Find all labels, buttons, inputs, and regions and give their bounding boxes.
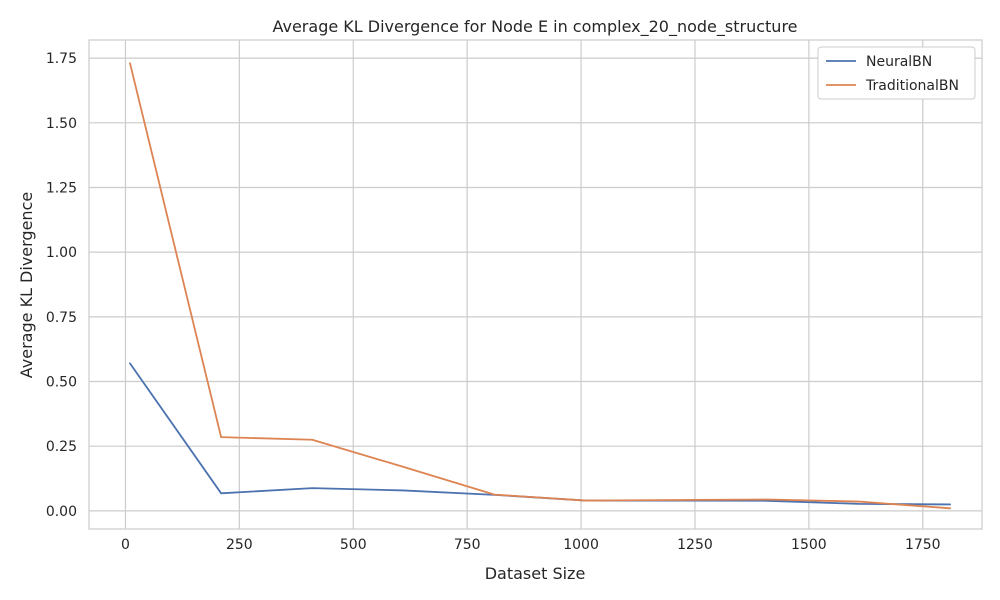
series-line-traditionalbn [129, 62, 952, 510]
y-tick-label: 1.25 [46, 180, 77, 196]
series-line-neuralbn [129, 362, 952, 506]
x-tick-label: 250 [226, 537, 253, 553]
x-tick-label: 1000 [563, 537, 599, 553]
y-tick-label: 0.00 [46, 504, 77, 520]
y-tick-label: 0.75 [46, 310, 77, 326]
series-lines [129, 62, 952, 510]
y-axis-label: Average KL Divergence [17, 192, 36, 378]
y-tick-label: 1.00 [46, 245, 77, 261]
y-tick-label: 1.50 [46, 116, 77, 132]
legend-label-neuralbn: NeuralBN [866, 54, 932, 70]
y-axis-ticks: 0.00 0.25 0.50 0.75 1.00 1.25 1.50 1.75 [46, 51, 77, 520]
x-tick-label: 750 [454, 537, 481, 553]
x-tick-label: 1750 [905, 537, 941, 553]
x-tick-label: 0 [121, 537, 130, 553]
y-tick-label: 0.50 [46, 375, 77, 391]
x-tick-label: 1250 [677, 537, 713, 553]
y-tick-label: 1.75 [46, 51, 77, 67]
chart-title: Average KL Divergence for Node E in comp… [272, 17, 797, 37]
x-axis-ticks: 0 250 500 750 1000 1250 1500 1750 [121, 537, 941, 553]
plot-frame [88, 39, 983, 530]
x-tick-label: 1500 [791, 537, 827, 553]
legend-box [817, 46, 976, 100]
x-axis-label: Dataset Size [485, 564, 586, 583]
legend: NeuralBN TraditionalBN [817, 46, 976, 100]
y-tick-label: 0.25 [46, 439, 77, 455]
grid-lines [89, 40, 982, 529]
x-tick-label: 500 [340, 537, 367, 553]
legend-label-traditionalbn: TraditionalBN [865, 78, 959, 94]
